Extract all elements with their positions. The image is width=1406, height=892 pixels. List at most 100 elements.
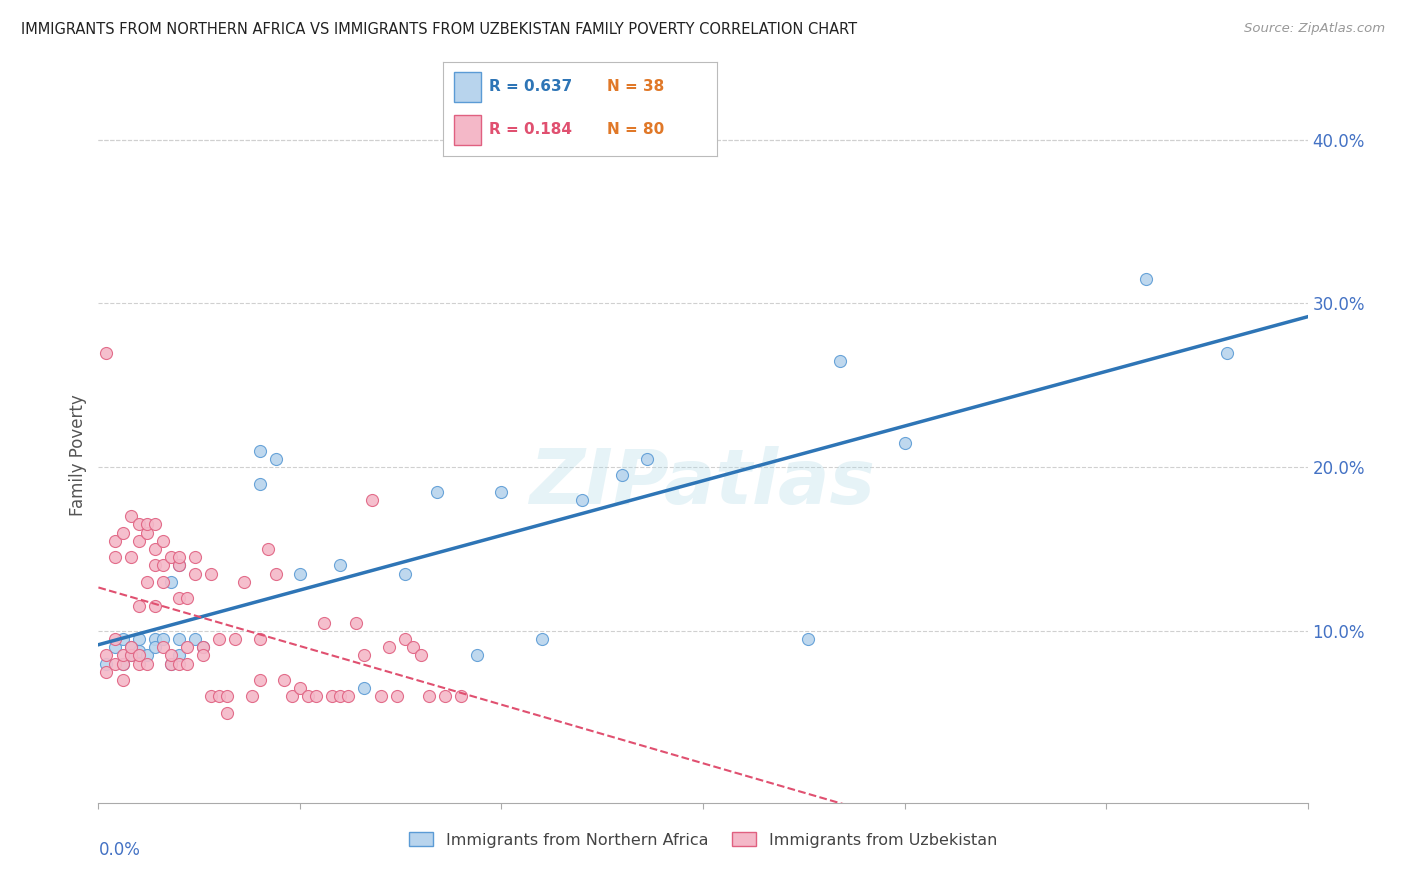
- Point: [160, 574, 183, 589]
- Point: [297, 690, 319, 704]
- Point: [249, 443, 271, 458]
- Point: [160, 648, 183, 663]
- Point: [314, 615, 336, 630]
- Point: [128, 632, 150, 646]
- Point: [434, 690, 457, 704]
- Point: [111, 525, 134, 540]
- Point: [249, 632, 271, 646]
- Text: R = 0.637: R = 0.637: [489, 79, 572, 95]
- Point: [128, 648, 150, 663]
- Point: [329, 690, 352, 704]
- Point: [167, 558, 190, 573]
- Point: [249, 673, 271, 687]
- Point: [152, 640, 174, 655]
- Point: [450, 690, 472, 704]
- Point: [256, 542, 278, 557]
- Point: [120, 648, 142, 663]
- Point: [193, 648, 215, 663]
- Point: [426, 484, 449, 499]
- Point: [394, 632, 416, 646]
- Point: [120, 648, 142, 663]
- Point: [281, 690, 304, 704]
- Point: [111, 673, 134, 687]
- Point: [143, 632, 166, 646]
- Point: [103, 632, 125, 646]
- Point: [1135, 272, 1157, 286]
- Point: [636, 452, 658, 467]
- Point: [111, 657, 134, 671]
- Point: [217, 690, 239, 704]
- Point: [111, 648, 134, 663]
- Point: [176, 640, 198, 655]
- Text: R = 0.184: R = 0.184: [489, 122, 572, 137]
- Point: [103, 533, 125, 548]
- Point: [167, 648, 190, 663]
- Point: [120, 550, 142, 565]
- Point: [152, 533, 174, 548]
- Point: [208, 632, 231, 646]
- Text: ZIPatlas: ZIPatlas: [530, 446, 876, 520]
- Point: [176, 657, 198, 671]
- Point: [224, 632, 246, 646]
- Point: [797, 632, 820, 646]
- Point: [120, 509, 142, 524]
- Legend: Immigrants from Northern Africa, Immigrants from Uzbekistan: Immigrants from Northern Africa, Immigra…: [402, 826, 1004, 854]
- Point: [152, 558, 174, 573]
- Point: [167, 632, 190, 646]
- Point: [1216, 345, 1239, 359]
- Point: [96, 345, 118, 359]
- Point: [361, 492, 384, 507]
- Point: [128, 657, 150, 671]
- Point: [111, 632, 134, 646]
- Point: [103, 550, 125, 565]
- Point: [167, 558, 190, 573]
- Point: [321, 690, 343, 704]
- Point: [217, 706, 239, 720]
- Text: 0.0%: 0.0%: [98, 841, 141, 859]
- Point: [152, 574, 174, 589]
- Point: [465, 648, 488, 663]
- Point: [135, 574, 157, 589]
- Point: [103, 640, 125, 655]
- Point: [612, 468, 634, 483]
- Point: [491, 484, 513, 499]
- Point: [143, 542, 166, 557]
- Text: N = 80: N = 80: [607, 122, 665, 137]
- Point: [96, 648, 118, 663]
- Point: [184, 550, 207, 565]
- Point: [353, 681, 375, 696]
- Point: [176, 591, 198, 606]
- Point: [288, 681, 311, 696]
- Point: [208, 690, 231, 704]
- Point: [288, 566, 311, 581]
- Point: [530, 632, 553, 646]
- Point: [344, 615, 367, 630]
- Point: [184, 632, 207, 646]
- Text: IMMIGRANTS FROM NORTHERN AFRICA VS IMMIGRANTS FROM UZBEKISTAN FAMILY POVERTY COR: IMMIGRANTS FROM NORTHERN AFRICA VS IMMIG…: [21, 22, 858, 37]
- Point: [232, 574, 254, 589]
- Point: [135, 525, 157, 540]
- Point: [353, 648, 375, 663]
- Y-axis label: Family Poverty: Family Poverty: [69, 394, 87, 516]
- Point: [273, 673, 295, 687]
- Point: [167, 591, 190, 606]
- Point: [240, 690, 263, 704]
- Point: [200, 566, 222, 581]
- Point: [893, 435, 915, 450]
- Point: [249, 476, 271, 491]
- Point: [96, 665, 118, 679]
- Point: [167, 657, 190, 671]
- Point: [111, 657, 134, 671]
- Point: [128, 643, 150, 657]
- Point: [135, 657, 157, 671]
- Point: [305, 690, 328, 704]
- FancyBboxPatch shape: [454, 115, 481, 145]
- Point: [135, 648, 157, 663]
- Point: [377, 640, 399, 655]
- Point: [167, 550, 190, 565]
- Point: [337, 690, 360, 704]
- Point: [128, 517, 150, 532]
- Point: [200, 690, 222, 704]
- Point: [394, 566, 416, 581]
- Point: [184, 566, 207, 581]
